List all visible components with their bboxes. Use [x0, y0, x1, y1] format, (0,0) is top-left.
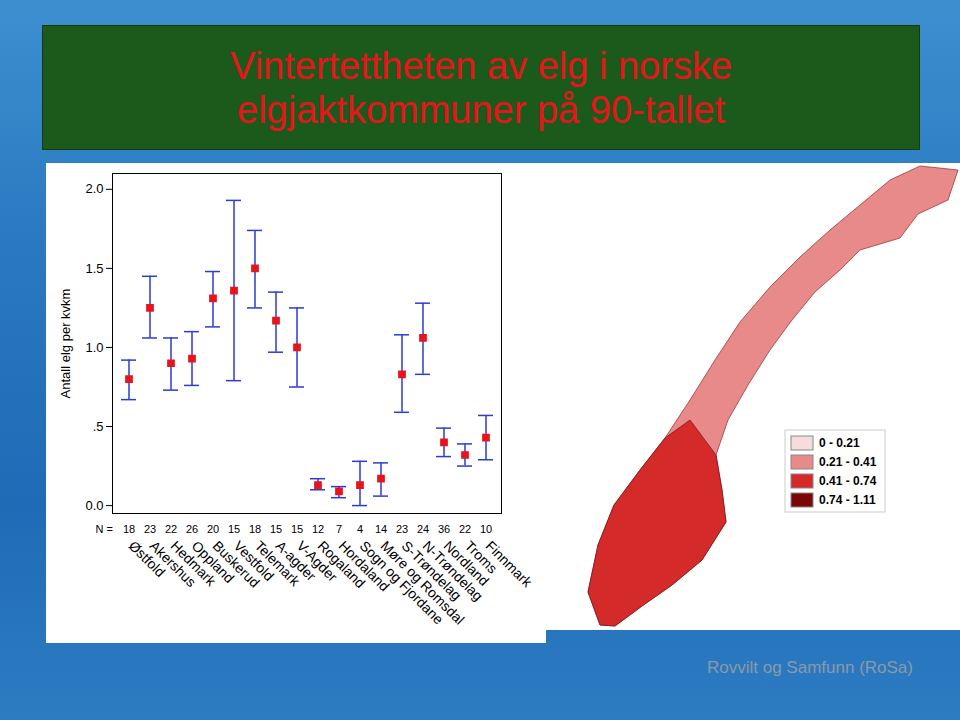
svg-text:Oppland: Oppland [188, 537, 238, 587]
svg-text:24: 24 [417, 523, 429, 535]
svg-text:Sogn og Fjordane: Sogn og Fjordane [356, 537, 447, 628]
svg-text:15: 15 [270, 523, 282, 535]
svg-text:Møre og Romsdal: Møre og Romsdal [377, 537, 468, 628]
svg-text:14: 14 [375, 523, 387, 535]
svg-text:0 - 0.21: 0 - 0.21 [819, 436, 860, 450]
svg-text:Antall elg per kvkm: Antall elg per kvkm [58, 289, 73, 399]
svg-text:23: 23 [396, 523, 408, 535]
svg-text:1.0: 1.0 [85, 340, 103, 355]
svg-text:Finnmark: Finnmark [483, 537, 536, 590]
html-text:Rovvilt og Samfunn (RoSa): Rovvilt og Samfunn (RoSa) [707, 658, 913, 677]
svg-text:Hedmark: Hedmark [167, 537, 220, 589]
svg-text:7: 7 [336, 523, 342, 535]
html-text:Vintertettheten av elg i norsk: Vintertettheten av elg i norske elgjaktk… [230, 44, 732, 131]
svg-text:10: 10 [480, 523, 492, 535]
svg-text:Vestfold: Vestfold [230, 537, 278, 584]
svg-text:Buskerud: Buskerud [209, 537, 263, 591]
svg-text:1.5: 1.5 [85, 261, 103, 276]
svg-text:N-Trøndelag: N-Trøndelag [419, 537, 487, 604]
svg-text:V-Agder: V-Agder [293, 537, 341, 585]
svg-text:N =: N = [96, 523, 113, 535]
svg-text:0.74 - 1.11: 0.74 - 1.11 [819, 493, 876, 507]
svg-text:20: 20 [207, 523, 219, 535]
svg-text:12: 12 [312, 523, 324, 535]
svg-text:A-agder: A-agder [272, 537, 320, 584]
svg-text:22: 22 [165, 523, 177, 535]
svg-text:0.41 - 0.74: 0.41 - 0.74 [819, 474, 877, 488]
svg-text:22: 22 [459, 523, 471, 535]
svg-text:.5: .5 [93, 419, 104, 434]
svg-text:36: 36 [438, 523, 450, 535]
svg-text:18: 18 [123, 523, 135, 535]
svg-text:Troms: Troms [461, 537, 501, 577]
svg-text:18: 18 [249, 523, 261, 535]
svg-text:26: 26 [186, 523, 198, 535]
svg-text:0.21 - 0.41: 0.21 - 0.41 [819, 455, 877, 469]
svg-text:15: 15 [228, 523, 240, 535]
svg-text:Akershus: Akershus [146, 537, 200, 591]
svg-text:Nordland: Nordland [440, 537, 493, 589]
svg-text:23: 23 [144, 523, 156, 535]
svg-text:Rogaland: Rogaland [314, 537, 369, 592]
svg-text:Østfold: Østfold [125, 537, 169, 581]
svg-text:4: 4 [357, 523, 363, 535]
svg-text:15: 15 [291, 523, 303, 535]
svg-text:Hordaland: Hordaland [335, 537, 393, 595]
svg-text:S-Trøndelag: S-Trøndelag [398, 537, 465, 604]
svg-text:0.0: 0.0 [85, 498, 103, 513]
svg-text:Telemark: Telemark [251, 537, 304, 589]
svg-text:2.0: 2.0 [85, 181, 103, 196]
